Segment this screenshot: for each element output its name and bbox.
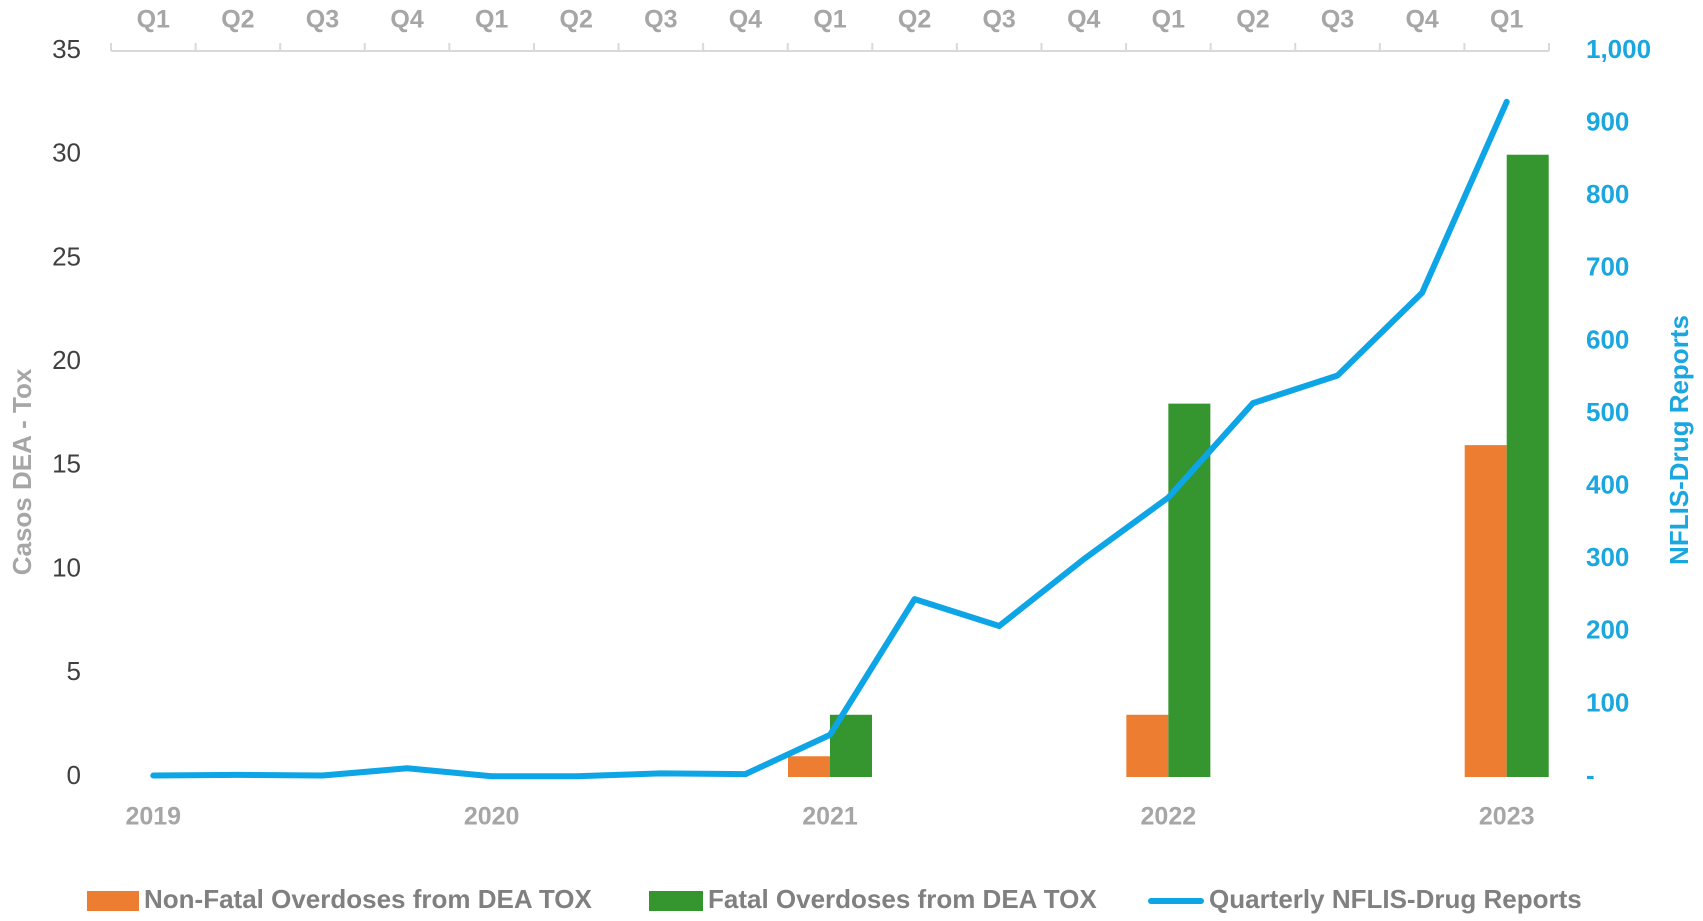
x-tick-label: Q3 <box>1321 6 1354 34</box>
line <box>150 98 1510 780</box>
y2-tick-label: 500 <box>1586 397 1629 427</box>
y2-tick-label: - <box>1586 760 1595 790</box>
x-tick-label: Q4 <box>390 6 423 34</box>
bar <box>1464 445 1507 777</box>
x-tick-label: Q4 <box>1067 6 1100 34</box>
y2-tick-label: 600 <box>1586 324 1629 354</box>
y2-tick-label: 700 <box>1586 252 1629 282</box>
x-tick-label: Q1 <box>1490 6 1523 34</box>
x-year-label: 2019 <box>125 803 181 831</box>
y2-tick-label: 800 <box>1586 179 1629 209</box>
bar <box>1126 714 1169 777</box>
x-tick-label: Q3 <box>644 6 677 34</box>
x-tick-label: Q4 <box>1405 6 1438 34</box>
x-tick-label: Q1 <box>813 6 846 34</box>
legend-swatch <box>649 891 703 911</box>
y-tick-label: 5 <box>67 656 81 686</box>
x-tick-label: Q2 <box>898 6 931 34</box>
x-year-label: 2023 <box>1479 803 1535 831</box>
legend-swatch <box>87 891 139 911</box>
legend-label: Quarterly NFLIS-Drug Reports <box>1209 884 1582 914</box>
x-tick-label: Q3 <box>982 6 1015 34</box>
y2-axis-title: NFLIS-Drug Reports <box>1664 315 1694 565</box>
x-tick-label: Q1 <box>137 6 170 34</box>
legend-label: Non-Fatal Overdoses from DEA TOX <box>144 884 593 914</box>
x-year-label: 2020 <box>464 803 520 831</box>
x-year-label: 2021 <box>802 803 858 831</box>
y-tick-label: 25 <box>52 241 81 271</box>
y2-tick-label: 100 <box>1586 687 1629 717</box>
x-tick-label: Q4 <box>729 6 762 34</box>
y-tick-label: 10 <box>52 552 81 582</box>
y-tick-label: 15 <box>52 449 81 479</box>
x-tick-label: Q3 <box>306 6 339 34</box>
bar <box>1168 403 1211 777</box>
x-year-label: 2022 <box>1141 803 1197 831</box>
y2-tick-label: 400 <box>1586 469 1629 499</box>
y-tick-label: 30 <box>52 138 81 168</box>
x-tick-label: Q2 <box>1236 6 1269 34</box>
y-tick-label: 35 <box>52 34 81 64</box>
x-tick-label: Q1 <box>1152 6 1185 34</box>
y2-tick-label: 200 <box>1586 615 1629 645</box>
y-tick-label: 20 <box>52 345 81 375</box>
y-tick-label: 0 <box>67 760 81 790</box>
x-tick-label: Q1 <box>475 6 508 34</box>
y-axis-title: Casos DEA - Tox <box>7 368 37 575</box>
x-tick-label: Q2 <box>560 6 593 34</box>
y2-tick-label: 900 <box>1586 106 1629 136</box>
y2-tick-label: 1,000 <box>1586 34 1651 64</box>
y2-tick-label: 300 <box>1586 542 1629 572</box>
legend-label: Fatal Overdoses from DEA TOX <box>708 884 1097 914</box>
bar <box>788 756 830 777</box>
x-tick-label: Q2 <box>221 6 254 34</box>
bar <box>1506 154 1549 777</box>
